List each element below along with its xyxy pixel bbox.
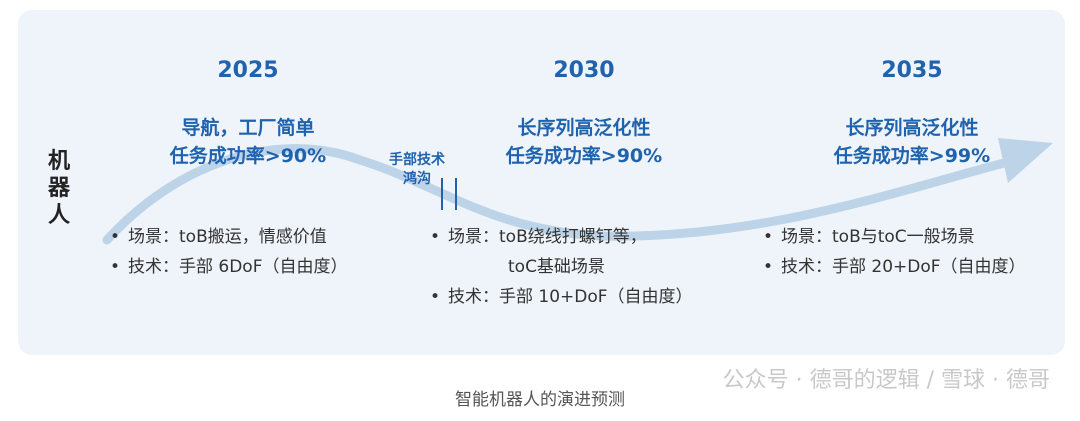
timeline-curve <box>102 144 1013 245</box>
bullet-tech: 技术：手部 20+DoF（自由度） <box>763 252 1026 282</box>
goal-line: 导航，工厂简单 <box>181 117 315 139</box>
watermark: 公众号 · 德哥的逻辑 / 雪球 · 德哥 <box>722 368 1050 393</box>
bullet-scene: 场景：toB搬运，情感价值 <box>110 222 348 252</box>
bullets-2035: 场景：toB与toC一般场景 技术：手部 20+DoF（自由度） <box>763 222 1026 282</box>
bullet-tech: 技术：手部 10+DoF（自由度） <box>430 282 693 312</box>
caption: 智能机器人的演进预测 <box>455 390 625 410</box>
goal-line: 任务成功率>90% <box>169 145 327 167</box>
goal-line: 任务成功率>99% <box>833 145 991 167</box>
goal-2035: 长序列高泛化性 任务成功率>99% <box>782 114 1042 170</box>
goal-line: 长序列高泛化性 <box>845 117 979 139</box>
gap-label: 手部技术 鸿沟 <box>372 151 462 189</box>
year-2025: 2025 <box>217 58 279 83</box>
year-2035: 2035 <box>881 58 943 83</box>
bullet-scene: 场景：toB与toC一般场景 <box>763 222 1026 252</box>
bullets-2030: 场景：toB绕线打螺钉等， toC基础场景 技术：手部 10+DoF（自由度） <box>430 222 693 312</box>
side-label: 机器人 <box>47 149 70 228</box>
goal-line: 任务成功率>90% <box>505 145 663 167</box>
gap-line: 鸿沟 <box>403 171 431 187</box>
year-2030: 2030 <box>553 58 615 83</box>
goal-2030: 长序列高泛化性 任务成功率>90% <box>454 114 714 170</box>
gap-line: 手部技术 <box>389 152 445 168</box>
bullets-2025: 场景：toB搬运，情感价值 技术：手部 6DoF（自由度） <box>110 222 348 282</box>
goal-line: 长序列高泛化性 <box>517 117 651 139</box>
gap-marker-icon <box>441 178 457 210</box>
bullet-scene-cont: toC基础场景 <box>508 257 605 277</box>
bullet-scene: 场景：toB绕线打螺钉等， <box>430 222 693 252</box>
goal-2025: 导航，工厂简单 任务成功率>90% <box>118 114 378 170</box>
arrow-head <box>998 138 1053 183</box>
bullet-tech: 技术：手部 6DoF（自由度） <box>110 252 348 282</box>
